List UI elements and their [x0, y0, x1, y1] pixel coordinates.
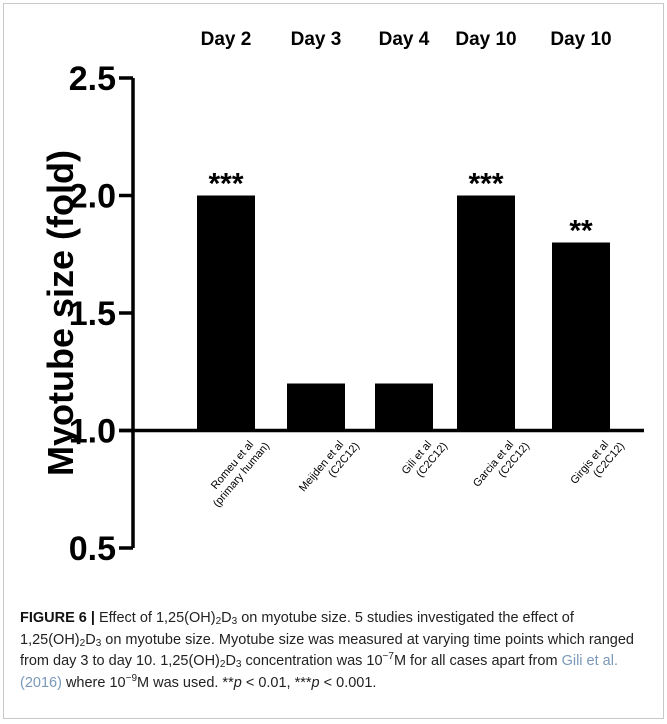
- figure-caption: FIGURE 6 | Effect of 1,25(OH)2D3 on myot…: [20, 608, 648, 694]
- significance-mark: **: [569, 215, 593, 248]
- significance-marks: *** *****: [208, 168, 593, 248]
- caption-text: M for all cases apart from: [393, 653, 562, 669]
- caption-sub: 2: [219, 659, 226, 670]
- caption-label: FIGURE 6 |: [20, 610, 95, 626]
- day-label: Day 2: [201, 29, 252, 50]
- caption-sub: 2: [215, 616, 222, 627]
- caption-text: Effect of 1,25(OH): [94, 610, 216, 626]
- bar: [197, 195, 255, 431]
- citation-link[interactable]: Gili et al. (2016): [20, 653, 618, 691]
- caption-sub: 2: [79, 637, 86, 649]
- day-label: Day 10: [550, 29, 611, 50]
- figure-frame: [3, 3, 664, 719]
- caption-sup: −7: [382, 651, 394, 662]
- caption-text: < 0.01, ***: [241, 674, 312, 691]
- bar: [375, 383, 433, 431]
- caption-text: D: [85, 631, 96, 648]
- significance-mark: ***: [208, 168, 243, 201]
- x-label: Garcia et al(C2C12): [471, 439, 532, 490]
- x-label: Meijden et al(C2C12): [297, 439, 362, 494]
- x-label: Romeu et al(primary human): [209, 439, 272, 510]
- caption-sup: −9: [125, 672, 138, 684]
- day-label: Day 10: [455, 29, 516, 50]
- bar-chart: Day 2 Day 3 Day 4 Day 10 Day 10 Myotube size…: [40, 29, 644, 568]
- x-label: Gili et al(C2C12): [400, 439, 450, 480]
- caption-sub: 3: [95, 637, 102, 649]
- y-tick-label: 2.5: [69, 60, 116, 98]
- y-ticks: 2.5 2.0 1.5 1.0 0.5: [69, 60, 133, 568]
- y-axis-title: Myotube size (fold): [40, 150, 81, 476]
- caption-italic: p: [233, 674, 242, 691]
- day-labels: Day 2 Day 3 Day 4 Day 10 Day 10: [201, 29, 612, 50]
- y-axis-title-group: Myotube size (fold): [40, 150, 81, 476]
- x-labels: Romeu et al(primary human) Meijden et al(…: [209, 439, 627, 510]
- caption-text: concentration was 10: [241, 653, 383, 669]
- bar: [287, 383, 345, 431]
- caption-sub: 3: [235, 659, 242, 670]
- caption-text: M was used. **: [137, 674, 234, 691]
- significance-mark: ***: [468, 168, 503, 201]
- caption-text: on myotube size. 5 studies investigated …: [20, 610, 574, 648]
- bars: [197, 195, 610, 431]
- caption-text: on myotube size. Myotube size was measur…: [20, 631, 634, 670]
- caption-sub: 3: [231, 616, 238, 627]
- day-label: Day 3: [291, 29, 342, 50]
- day-label: Day 4: [379, 29, 430, 50]
- y-tick-label: 2.0: [69, 178, 116, 216]
- bar: [457, 195, 515, 431]
- caption-text: D: [225, 653, 236, 669]
- caption-text: < 0.001.: [319, 674, 377, 691]
- x-label: Girgis et al(C2C12): [568, 439, 627, 487]
- caption-italic: p: [311, 674, 320, 691]
- caption-text: D: [221, 610, 232, 626]
- caption-text: where 10: [61, 674, 126, 691]
- y-tick-label: 1.0: [69, 413, 116, 451]
- axes: [119, 78, 644, 548]
- y-tick-label: 1.5: [69, 295, 116, 333]
- bar: [552, 242, 610, 431]
- y-tick-label: 0.5: [69, 530, 116, 568]
